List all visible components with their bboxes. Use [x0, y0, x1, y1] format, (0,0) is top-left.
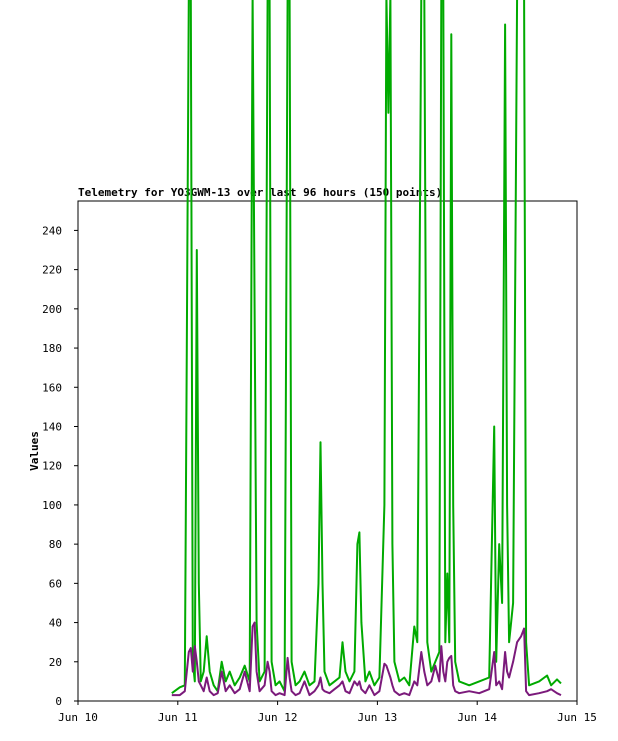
y-tick-label: 160 [42, 381, 62, 394]
y-tick-label: 40 [49, 617, 62, 630]
y-tick-label: 140 [42, 420, 62, 433]
y-tick-label: 200 [42, 303, 62, 316]
y-tick-label: 120 [42, 460, 62, 473]
y-axis-label: Values [28, 431, 41, 471]
y-tick-label: 60 [49, 577, 62, 590]
x-tick-label: Jun 13 [358, 711, 398, 724]
y-tick-label: 0 [55, 695, 62, 708]
chart-title: Telemetry for YO3GWM-13 over last 96 hou… [78, 186, 442, 199]
x-tick-label: Jun 10 [58, 711, 98, 724]
y-tick-label: 100 [42, 499, 62, 512]
x-tick-label: Jun 15 [557, 711, 597, 724]
x-tick-label: Jun 12 [258, 711, 298, 724]
series-line [171, 0, 562, 695]
y-tick-label: 20 [49, 656, 62, 669]
y-tick-label: 220 [42, 264, 62, 277]
x-tick-label: Jun 11 [158, 711, 198, 724]
y-tick-label: 80 [49, 538, 62, 551]
y-tick-label: 180 [42, 342, 62, 355]
x-tick-label: Jun 14 [457, 711, 497, 724]
series-line [171, 621, 562, 697]
y-tick-label: 240 [42, 224, 62, 237]
plot-frame [77, 200, 578, 702]
